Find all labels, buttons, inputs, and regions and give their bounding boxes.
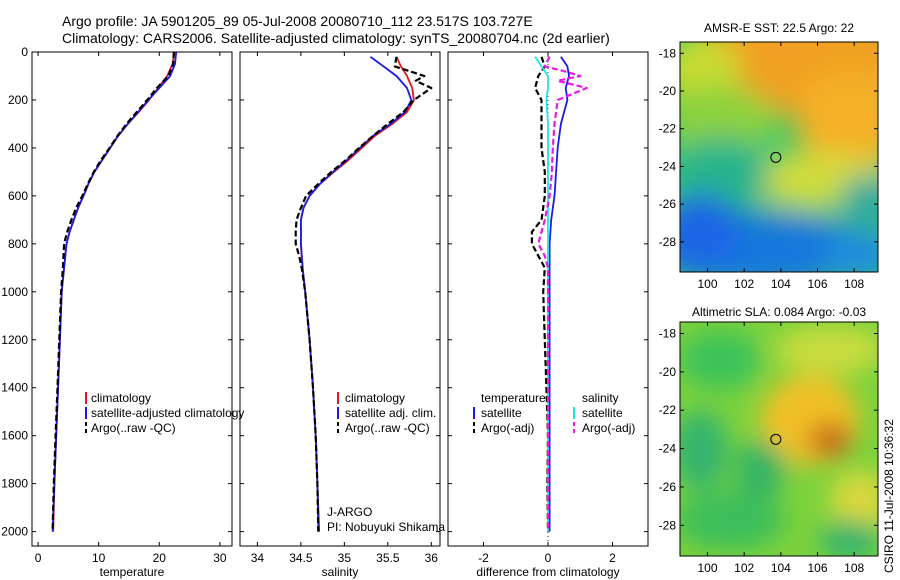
x-tick-label: 106 bbox=[807, 561, 827, 575]
x-tick-label: 108 bbox=[844, 277, 864, 291]
temperature-x-axis-label: temperature bbox=[100, 565, 165, 579]
sst-map-field bbox=[680, 42, 878, 272]
y-tick-label: -28 bbox=[659, 235, 677, 249]
legend-temp-satellite-label: satellite bbox=[481, 406, 522, 420]
float-location-marker bbox=[770, 151, 782, 163]
difference-x-axis-label: difference from climatology bbox=[476, 565, 619, 579]
temperature-series-climatology bbox=[52, 52, 176, 532]
difference-legend-salinity: salinity satellite Argo(-adj) bbox=[573, 391, 635, 435]
temperature-plot-frame bbox=[31, 51, 233, 547]
legend-argo-label: Argo(..raw -QC) bbox=[91, 421, 176, 435]
y-tick-label: -24 bbox=[659, 442, 677, 456]
legend-satellite-label: satellite adj. clim. bbox=[345, 406, 436, 420]
x-tick-label: 102 bbox=[734, 277, 754, 291]
legend-satellite-label: satellite-adjusted climatology bbox=[91, 406, 244, 420]
salinity-series-climatology bbox=[300, 56, 415, 532]
x-tick-label: 35 bbox=[338, 551, 352, 565]
salinity-series-satellite bbox=[300, 56, 413, 532]
x-tick-label: 36 bbox=[425, 551, 439, 565]
y-tick-label: -20 bbox=[659, 84, 677, 98]
y-tick-label: 200 bbox=[8, 93, 28, 107]
legend-temp-argo-label: Argo(-adj) bbox=[481, 421, 534, 435]
sst-map-frame bbox=[679, 41, 879, 273]
y-tick-label: 1600 bbox=[1, 429, 28, 443]
x-tick-label: 30 bbox=[213, 551, 227, 565]
figure-title-line2: Climatology: CARS2006. Satellite-adjuste… bbox=[62, 30, 610, 46]
y-tick-label: 2000 bbox=[1, 525, 28, 539]
creation-stamp: CSIRO 11-Jul-2008 10:36:32 bbox=[882, 419, 896, 573]
y-tick-label: 1800 bbox=[1, 477, 28, 491]
x-tick-label: 104 bbox=[771, 277, 791, 291]
temperature-axes: 0 10 20 30 0 200 400 600 800 1000 1200 1400 1600 1800… bbox=[1, 45, 233, 579]
x-tick-label: 100 bbox=[697, 561, 717, 575]
x-tick-label: 34 bbox=[251, 551, 265, 565]
x-tick-label: -2 bbox=[478, 551, 489, 565]
difference-legend-temperature: temperature satellite Argo(-adj) bbox=[473, 391, 546, 435]
sla-map-frame bbox=[679, 321, 879, 557]
temperature-series-group bbox=[51, 52, 178, 532]
x-tick-label: 108 bbox=[844, 561, 864, 575]
y-tick-label: 1000 bbox=[1, 285, 28, 299]
y-tick-label: 600 bbox=[8, 189, 28, 203]
y-tick-label: -18 bbox=[659, 327, 677, 341]
y-tick-label: 0 bbox=[21, 45, 28, 59]
y-tick-label: 800 bbox=[8, 237, 28, 251]
y-tick-label: 1400 bbox=[1, 381, 28, 395]
float-location-marker bbox=[770, 433, 782, 445]
float-pi-label: PI: Nobuyuki Shikama bbox=[327, 520, 445, 534]
salinity-x-axis-label: salinity bbox=[322, 565, 359, 579]
x-tick-label: 10 bbox=[92, 551, 106, 565]
y-tick-label: 1200 bbox=[1, 333, 28, 347]
salinity-series-argo bbox=[294, 56, 433, 532]
x-tick-label: 35.5 bbox=[376, 551, 400, 565]
y-tick-label: -18 bbox=[659, 46, 677, 60]
x-tick-label: 100 bbox=[697, 277, 717, 291]
float-program-label: J-ARGO bbox=[327, 505, 372, 519]
salinity-legend: climatology satellite adj. clim. Argo(..… bbox=[337, 391, 436, 435]
legend-argo-label: Argo(..raw -QC) bbox=[345, 421, 430, 435]
legend-temperature-title: temperature bbox=[481, 391, 546, 405]
temperature-series-satellite bbox=[51, 52, 178, 532]
sla-map-field bbox=[680, 322, 878, 556]
legend-salinity-title: salinity bbox=[582, 391, 619, 405]
sst-map-title: AMSR-E SST: 22.5 Argo: 22 bbox=[704, 21, 854, 35]
y-tick-label: -22 bbox=[659, 403, 677, 417]
temperature-legend: climatology satellite-adjusted climatolo… bbox=[85, 391, 244, 435]
salinity-plot-frame bbox=[239, 51, 441, 547]
difference-series-temperature-satellite bbox=[548, 56, 570, 532]
salinity-series-group bbox=[294, 56, 433, 532]
legend-climatology-label: climatology bbox=[345, 391, 405, 405]
x-tick-label: 20 bbox=[153, 551, 167, 565]
sla-map-axes: 100 102 104 106 108 -18 -20 -22 -24 -26 -28 bbox=[659, 321, 879, 575]
y-tick-label: -28 bbox=[659, 518, 677, 532]
x-tick-label: 0 bbox=[35, 551, 42, 565]
y-tick-label: -26 bbox=[659, 480, 677, 494]
x-tick-label: 102 bbox=[734, 561, 754, 575]
x-tick-label: 106 bbox=[807, 277, 827, 291]
sla-map-title: Altimetric SLA: 0.084 Argo: -0.03 bbox=[692, 305, 866, 319]
x-tick-label: 34.5 bbox=[289, 551, 313, 565]
legend-sal-argo-label: Argo(-adj) bbox=[582, 421, 635, 435]
x-tick-label: 104 bbox=[771, 561, 791, 575]
y-tick-label: -20 bbox=[659, 365, 677, 379]
y-tick-label: -24 bbox=[659, 159, 677, 173]
legend-climatology-label: climatology bbox=[91, 391, 151, 405]
difference-series-salinity-argo-adj- bbox=[537, 56, 588, 532]
y-tick-label: 400 bbox=[8, 141, 28, 155]
legend-sal-satellite-label: satellite bbox=[582, 406, 623, 420]
x-tick-label: 0 bbox=[545, 551, 552, 565]
sst-map-axes: 100 102 104 106 108 -18 -20 -22 -24 -26 -28 bbox=[659, 41, 879, 291]
temperature-series-argo bbox=[51, 52, 175, 532]
difference-series-group bbox=[530, 56, 588, 532]
y-tick-label: -26 bbox=[659, 197, 677, 211]
figure-title-line1: Argo profile: JA 5901205_89 05-Jul-2008 … bbox=[62, 13, 533, 29]
x-tick-label: 2 bbox=[609, 551, 616, 565]
salinity-axes: 34 34.5 35 35.5 36 salinity bbox=[239, 51, 441, 579]
y-tick-label: -22 bbox=[659, 122, 677, 136]
difference-series-temperature-argo-adj- bbox=[530, 56, 550, 532]
